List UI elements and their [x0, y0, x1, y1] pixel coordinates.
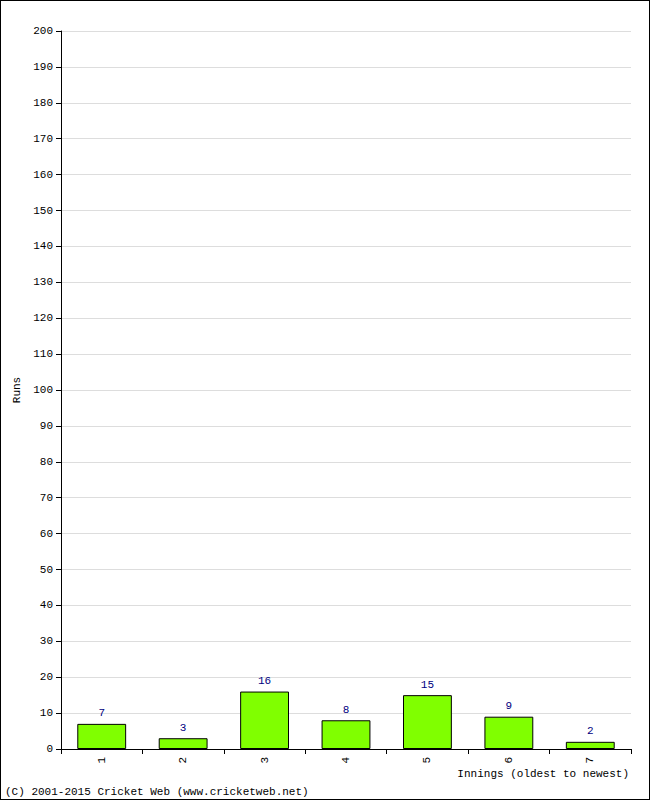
svg-text:7: 7 — [584, 757, 596, 764]
svg-text:100: 100 — [33, 384, 53, 396]
svg-text:6: 6 — [503, 757, 515, 764]
svg-text:Innings (oldest to newest): Innings (oldest to newest) — [457, 768, 629, 780]
svg-text:2: 2 — [587, 725, 594, 737]
svg-text:150: 150 — [33, 205, 53, 217]
svg-text:70: 70 — [40, 492, 53, 504]
svg-text:5: 5 — [421, 757, 433, 764]
svg-text:30: 30 — [40, 635, 53, 647]
svg-text:110: 110 — [33, 348, 53, 360]
svg-text:50: 50 — [40, 564, 53, 576]
svg-text:0: 0 — [46, 743, 53, 755]
svg-text:10: 10 — [40, 707, 53, 719]
svg-text:90: 90 — [40, 420, 53, 432]
svg-text:180: 180 — [33, 97, 53, 109]
svg-text:3: 3 — [180, 722, 187, 734]
svg-text:3: 3 — [259, 757, 271, 764]
svg-text:160: 160 — [33, 169, 53, 181]
svg-text:190: 190 — [33, 61, 53, 73]
svg-text:1: 1 — [96, 757, 108, 764]
svg-text:170: 170 — [33, 133, 53, 145]
svg-text:120: 120 — [33, 312, 53, 324]
svg-text:200: 200 — [33, 25, 53, 37]
svg-text:(C) 2001-2015 Cricket Web (www: (C) 2001-2015 Cricket Web (www.cricketwe… — [5, 786, 309, 798]
svg-text:130: 130 — [33, 276, 53, 288]
svg-text:20: 20 — [40, 671, 53, 683]
svg-text:7: 7 — [98, 707, 105, 719]
svg-text:8: 8 — [343, 704, 350, 716]
svg-text:Runs: Runs — [11, 377, 23, 403]
svg-text:80: 80 — [40, 456, 53, 468]
svg-text:140: 140 — [33, 240, 53, 252]
svg-text:2: 2 — [177, 757, 189, 764]
svg-text:9: 9 — [506, 700, 513, 712]
svg-text:4: 4 — [340, 757, 352, 764]
svg-text:15: 15 — [421, 679, 434, 691]
svg-text:40: 40 — [40, 599, 53, 611]
svg-text:60: 60 — [40, 528, 53, 540]
svg-text:16: 16 — [258, 675, 271, 687]
